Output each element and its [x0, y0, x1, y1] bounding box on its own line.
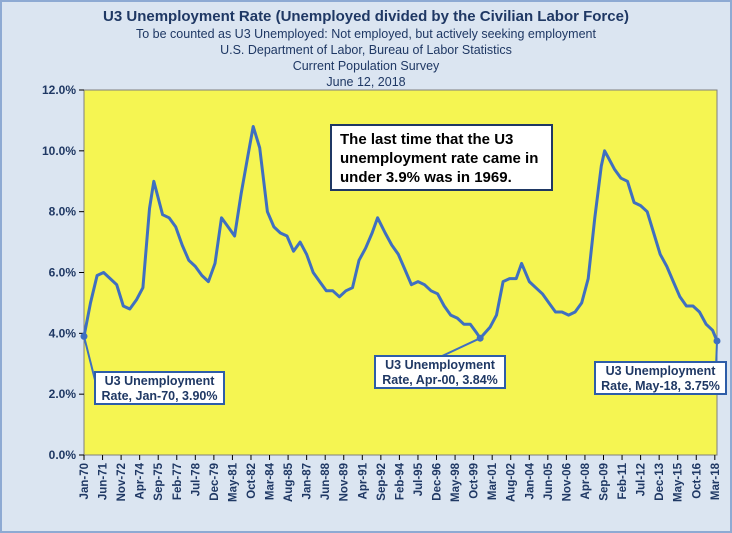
x-tick-label: May-15 — [673, 462, 685, 502]
annotation-may18: U3 Unemployment Rate, May-18, 3.75% — [594, 361, 727, 395]
x-tick-label: Sep-92 — [376, 463, 388, 501]
y-tick-label: 6.0% — [49, 266, 77, 280]
annotation-apr00: U3 Unemployment Rate, Apr-00, 3.84% — [374, 355, 506, 389]
annotation-marker — [476, 334, 484, 342]
y-tick-label: 12.0% — [42, 83, 76, 97]
x-tick-label: Sep-09 — [598, 463, 610, 501]
x-tick-label: Jul-95 — [413, 462, 425, 496]
y-tick-label: 2.0% — [49, 387, 77, 401]
x-tick-label: Apr-08 — [580, 462, 592, 499]
x-tick-label: Oct-82 — [246, 463, 258, 499]
y-tick-label: 0.0% — [49, 448, 77, 462]
annotation-jan70: U3 Unemployment Rate, Jan-70, 3.90% — [94, 371, 225, 405]
x-tick-label: May-98 — [450, 462, 462, 502]
x-tick-label: Nov-72 — [116, 463, 128, 501]
annotation-label-line2: Rate, Apr-00, 3.84% — [382, 373, 498, 387]
x-tick-label: Dec-13 — [654, 463, 666, 501]
x-tick-label: Jul-12 — [636, 463, 648, 496]
series-line — [82, 125, 719, 342]
x-tick-label: Jun-88 — [320, 462, 332, 500]
x-tick-label: Jul-78 — [190, 462, 202, 496]
x-tick-label: Apr-91 — [357, 462, 369, 499]
x-tick-label: Mar-18 — [710, 462, 722, 500]
x-tick-label: Jan-87 — [302, 463, 314, 499]
x-tick-label: Sep-75 — [153, 462, 165, 500]
annotation-label-line1: U3 Unemployment — [605, 364, 716, 378]
note-box: The last time that the U3 unemployment r… — [330, 124, 553, 191]
annotation-label-line1: U3 Unemployment — [385, 358, 495, 372]
chart-subtitle-4: June 12, 2018 — [326, 75, 406, 89]
x-tick-label: Nov-06 — [561, 463, 573, 501]
annotation-label-line2: Rate, Jan-70, 3.90% — [101, 389, 218, 403]
x-tick-label: Feb-11 — [617, 462, 629, 499]
annotation-marker — [713, 337, 721, 345]
annotation-label-line2: Rate, May-18, 3.75% — [601, 379, 720, 393]
x-tick-label: Oct-99 — [469, 463, 481, 499]
x-tick-label: Jun-05 — [543, 462, 555, 500]
x-tick-label: May-81 — [227, 462, 239, 502]
annotation-leader — [439, 337, 481, 358]
x-tick-label: Aug-02 — [506, 463, 518, 502]
x-tick-label: Apr-74 — [135, 462, 147, 499]
x-tick-label: Oct-16 — [691, 463, 703, 499]
x-tick-label: Aug-85 — [283, 462, 295, 502]
y-tick-label: 4.0% — [49, 326, 77, 340]
y-tick-label: 10.0% — [42, 144, 76, 158]
annotation-marker — [80, 332, 88, 340]
x-tick-label: Dec-79 — [209, 463, 221, 501]
chart-title: U3 Unemployment Rate (Unemployed divided… — [103, 8, 629, 25]
x-tick-label: Nov-89 — [339, 463, 351, 501]
x-tick-label: Jan-04 — [524, 462, 536, 499]
annotation-label-line1: U3 Unemployment — [104, 374, 215, 388]
x-tick-label: Feb-77 — [172, 463, 184, 500]
x-tick-label: Feb-94 — [394, 462, 406, 500]
chart-subtitle-3: Current Population Survey — [292, 59, 440, 73]
chart-subtitle-2: U.S. Department of Labor, Bureau of Labo… — [220, 43, 512, 57]
y-tick-label: 8.0% — [49, 205, 77, 219]
chart-subtitle-1: To be counted as U3 Unemployed: Not empl… — [136, 27, 596, 41]
x-tick-label: Jan-70 — [79, 463, 91, 499]
x-tick-label: Mar-84 — [265, 462, 277, 500]
x-tick-label: Jun-71 — [98, 462, 110, 500]
x-tick-label: Mar-01 — [487, 462, 499, 500]
x-tick-label: Dec-96 — [432, 463, 444, 501]
